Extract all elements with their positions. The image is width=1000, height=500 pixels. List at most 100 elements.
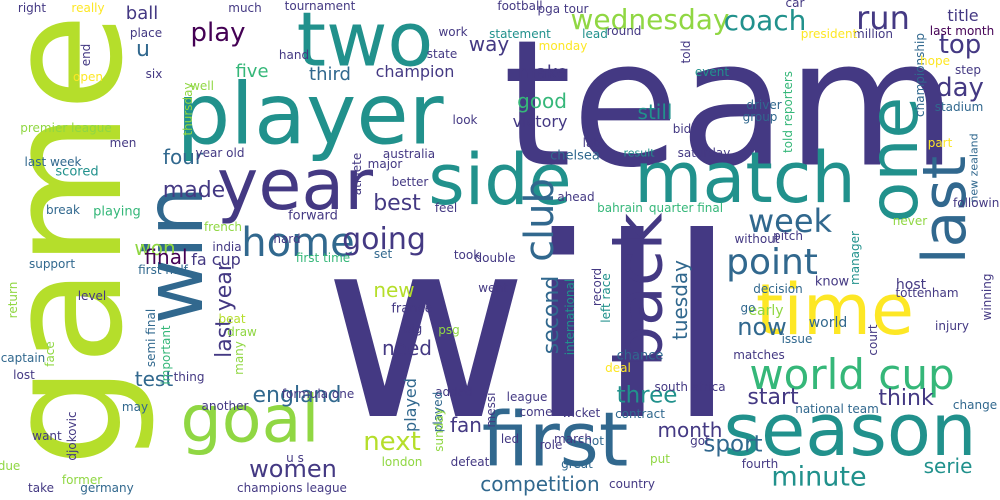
word-following: following <box>953 196 1000 210</box>
word-defeat: defeat <box>450 455 490 469</box>
word-part: part <box>927 136 953 150</box>
word-three: three <box>616 382 678 409</box>
word-semi-final: semi final <box>144 308 158 368</box>
word-goal: goal <box>180 382 320 458</box>
word-germany: germany <box>80 481 134 495</box>
word-another: another <box>201 399 249 413</box>
word-england: england <box>252 383 342 408</box>
word-first-half: first half <box>138 263 188 277</box>
word-statement: statement <box>489 27 551 41</box>
word-top: top <box>938 30 982 60</box>
word-event: event <box>694 65 730 79</box>
word-way: way <box>468 32 510 56</box>
word-well: well <box>190 79 214 93</box>
word-thing: thing <box>173 370 205 384</box>
word-make: make <box>518 62 568 83</box>
word-won: won <box>134 236 176 260</box>
word-return: return <box>6 281 20 319</box>
word-state: state <box>426 47 458 61</box>
word-come: come <box>519 405 553 419</box>
word-set: set <box>373 247 393 261</box>
word-host: host <box>895 277 927 293</box>
word-country: country <box>609 477 655 491</box>
word-men: men <box>109 136 137 150</box>
word-last-week: last week <box>24 155 82 169</box>
word-side: side <box>428 139 572 221</box>
word-six: six <box>145 67 163 81</box>
word-match: match <box>634 137 856 219</box>
word-president: president <box>800 27 858 41</box>
word-back: back <box>602 212 678 368</box>
word-month: month <box>657 418 723 442</box>
word-injury: injury <box>935 319 969 333</box>
word-league: league <box>506 390 548 404</box>
word-contract: contract <box>615 407 665 421</box>
word-late: late <box>582 136 606 150</box>
word-south-africa: south africa <box>654 380 726 394</box>
word-world: world <box>808 315 848 331</box>
word-look: look <box>452 113 478 127</box>
word-psg: psg <box>438 323 460 337</box>
word-year: year <box>216 144 374 226</box>
word-now: now <box>737 313 787 341</box>
word-first-time: first time <box>295 251 351 265</box>
word-wicket: wicket <box>561 406 601 420</box>
word-still: still <box>637 100 673 124</box>
word-competition: competition <box>480 472 600 496</box>
word-place: place <box>129 26 163 40</box>
word-week: week <box>747 202 833 240</box>
word-manager: manager <box>848 231 862 285</box>
word-fourth: fourth <box>741 457 779 471</box>
word-good: good <box>517 89 567 113</box>
word-round: round <box>606 24 642 38</box>
word-scored: scored <box>55 164 99 180</box>
word-sunday: sunday <box>432 408 446 452</box>
word-lead: lead <box>582 27 608 41</box>
word-formula-one: formula one <box>281 387 355 401</box>
word-going: going <box>342 222 426 257</box>
word-car: car <box>785 0 805 10</box>
word-support: support <box>28 257 76 271</box>
word-draw: draw <box>227 325 257 339</box>
word-ahead: ahead <box>557 190 595 204</box>
word-really: really <box>71 1 105 15</box>
word-next: next <box>363 427 421 457</box>
word-title: title <box>947 6 979 25</box>
word-u-s: u s <box>286 451 304 465</box>
word-forward: forward <box>288 208 338 224</box>
word-played: played <box>401 378 420 432</box>
word-right: right <box>17 1 47 15</box>
word-go: go <box>740 301 756 315</box>
word-pitch: pitch <box>773 229 803 243</box>
word-role: role <box>539 438 563 452</box>
word-without: without <box>734 232 780 246</box>
word-told: told <box>679 40 693 64</box>
word-need: need <box>382 336 432 360</box>
word-bahrain: bahrain <box>597 201 643 215</box>
word-made: made <box>162 178 226 203</box>
word-premier-league: premier league <box>20 121 112 135</box>
word-tournament: tournament <box>284 0 356 13</box>
word-fan: fan <box>450 413 482 437</box>
word-club: club <box>517 178 563 262</box>
word-victory: victory <box>512 112 568 131</box>
word-million: million <box>853 27 893 41</box>
word-two: two <box>296 0 434 84</box>
word-winning: winning <box>980 273 994 321</box>
word-national-team: national team <box>795 402 879 416</box>
word-quarter-final: quarter final <box>648 201 724 215</box>
word-issue: issue <box>781 332 813 346</box>
word-london: london <box>381 455 423 469</box>
word-u: u <box>136 37 150 62</box>
word-football: football <box>497 0 543 13</box>
word-put: put <box>650 452 670 466</box>
word-decision: decision <box>753 282 803 296</box>
word-best: best <box>373 191 421 216</box>
word-minute: minute <box>771 461 867 493</box>
word-face: face <box>43 341 57 367</box>
word-deal: deal <box>605 361 631 375</box>
word-double: double <box>474 251 516 265</box>
word-end: end <box>79 43 93 67</box>
word-saturday: saturday <box>677 146 731 160</box>
word-chance: chance <box>616 348 664 364</box>
